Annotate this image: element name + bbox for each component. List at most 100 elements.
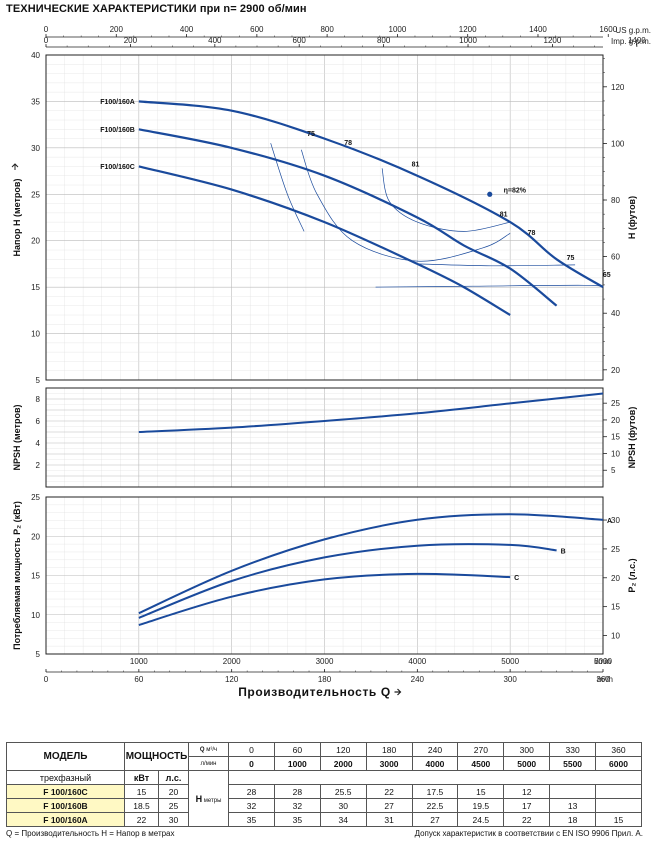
us-gpm-tick-label: 400 [180,25,194,34]
q-m3h-cell: 360 [595,742,642,757]
us-gpm-tick-label: 600 [250,25,264,34]
model-name: F 100/160C [6,784,125,799]
efficiency-isoline [417,263,576,267]
q-lmin-cell: 0 [228,756,275,771]
npsh-y2-axis-label: NPSH (футов) [627,407,637,469]
head-cell: 15 [457,784,505,799]
q-m3h-header: Q м³/ч [188,742,230,757]
head-curve-F100/160C [138,165,511,316]
x-lmin-tick-label: 6000 [594,657,612,666]
h-symbol: H [195,793,203,804]
power-y2-tick-label: 25 [611,545,620,554]
unit-lmin: л/мин [188,756,230,771]
npsh-y2-tick-label: 20 [611,416,620,425]
x-lmin-tick-label: 1000 [130,657,148,666]
power-y-tick-label: 20 [31,532,40,541]
head-curve-label: F100/160B [100,127,135,134]
m3h-unit-label: m³/h [597,675,613,684]
head-cell [595,798,642,813]
head-cell: 35 [228,812,275,827]
npsh-y-axis-label: NPSH (метров) [12,405,22,471]
power-y-tick-label: 25 [31,493,40,502]
table-row: F 100/160A 22 30 35 35 34 31 27 24.5 22 … [6,812,642,827]
efficiency-label: 65 [603,272,611,279]
imp-gpm-unit-label: Imp. g.p.m. [611,37,651,46]
head-cell: 32 [273,798,321,813]
npsh-y2-tick-label: 10 [611,449,620,458]
head-y-tick-label: 35 [31,97,40,106]
us-gpm-tick-label: 1400 [529,25,547,34]
unit-m3h: м³/ч [206,746,218,753]
power-y2-tick-label: 20 [611,574,620,583]
us-gpm-unit-label: US g.p.m. [615,26,651,35]
efficiency-label: 78 [344,140,352,147]
q-m3h-cell: 60 [273,742,321,757]
head-y2-tick-label: 120 [611,83,625,92]
table-row: F 100/160B 18.5 25 32 32 30 27 22.5 19.5… [6,798,642,813]
us-gpm-tick-label: 1600 [599,25,617,34]
m3h-tick-label: 240 [411,675,425,684]
q-m3h-cell: 270 [457,742,505,757]
head-cell: 24.5 [457,812,505,827]
head-cell [549,784,597,799]
head-y-axis-label: Напор H (метров) [12,179,22,257]
q-m3h-cell: 330 [549,742,597,757]
power-kw: 15 [124,784,159,799]
head-cell: 28 [273,784,321,799]
power-y-tick-label: 5 [36,650,41,659]
q-m3h-cell: 300 [503,742,551,757]
head-cell: 27 [411,812,459,827]
head-y2-tick-label: 60 [611,253,620,262]
imp-gpm-tick-label: 1200 [544,36,562,45]
us-gpm-tick-label: 200 [110,25,124,34]
power-kw: 18.5 [124,798,159,813]
power-frame [45,496,604,655]
npsh-frame [45,387,604,488]
efficiency-isoline [300,149,511,262]
head-y-tick-label: 20 [31,237,40,246]
power-hp: 30 [157,812,190,827]
head-curve-label: F100/160C [100,164,135,171]
head-y-tick-label: 10 [31,330,40,339]
head-y-tick-label: 40 [31,51,40,60]
q-lmin-cell: 5500 [549,756,597,771]
x-lmin-unit-label: l/min [594,657,611,666]
head-y2-tick-label: 100 [611,139,625,148]
head-y-tick-label: 30 [31,144,40,153]
footer-tolerance-note: Допуск характеристик в соответствии с EN… [414,829,643,838]
power-curve-label: A [607,518,612,525]
phase-label: трехфазный [6,770,125,785]
head-cell: 30 [319,798,367,813]
head-cell [595,784,642,799]
head-cell: 27 [365,798,413,813]
head-cell: 25.5 [319,784,367,799]
efficiency-label: 75 [567,255,575,262]
unit-metres: метры [203,797,222,804]
power-y2-tick-label: 10 [611,632,620,641]
imp-gpm-tick-label: 400 [208,36,222,45]
head-y-tick-label: 5 [36,376,41,385]
m3h-tick-label: 360 [596,675,610,684]
power-hp: 20 [157,784,190,799]
q-lmin-cell: 6000 [595,756,642,771]
footer-legend: Q = Производительность H = Напор в метра… [6,829,175,838]
page-title: ТЕХНИЧЕСКИЕ ХАРАКТЕРИСТИКИ при n= 2900 о… [6,3,307,15]
us-gpm-tick-label: 800 [320,25,334,34]
power-hp: 25 [157,798,190,813]
y-axis-arrow-icon [11,163,19,170]
npsh-y-tick-label: 8 [36,395,41,404]
imp-gpm-tick-label: 800 [377,36,391,45]
head-cell: 32 [228,798,275,813]
head-cell: 19.5 [457,798,505,813]
q-lmin-cell: 4000 [411,756,459,771]
head-cell: 17.5 [411,784,459,799]
m3h-tick-label: 0 [44,675,49,684]
head-curve-F100/160A [138,100,604,289]
power-y2-axis-label: P₂ (л.с.) [627,558,637,592]
npsh-y2-tick-label: 25 [611,399,620,408]
efficiency-label: η=82% [504,187,527,194]
h-metres-label: H метры [188,770,230,827]
head-y2-tick-label: 80 [611,196,620,205]
power-y-tick-label: 10 [31,611,40,620]
